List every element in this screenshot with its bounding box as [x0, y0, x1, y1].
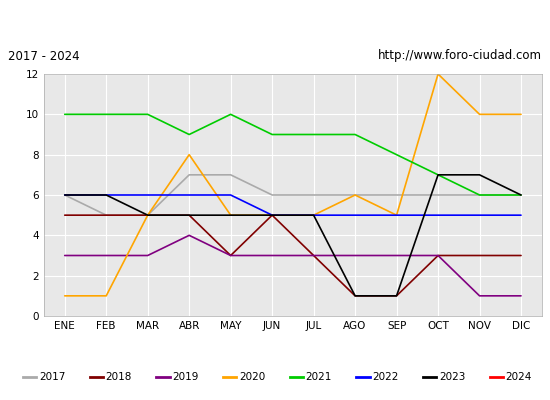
Text: http://www.foro-ciudad.com: http://www.foro-ciudad.com: [378, 50, 542, 62]
Text: 2019: 2019: [172, 372, 199, 382]
Text: 2017 - 2024: 2017 - 2024: [8, 50, 80, 62]
Text: 2018: 2018: [106, 372, 132, 382]
Text: Evolucion del paro registrado en Prats i Sansor: Evolucion del paro registrado en Prats i…: [96, 14, 454, 28]
Text: 2017: 2017: [39, 372, 65, 382]
Text: 2024: 2024: [506, 372, 532, 382]
Text: 2022: 2022: [372, 372, 399, 382]
Text: 2021: 2021: [306, 372, 332, 382]
Text: 2023: 2023: [439, 372, 465, 382]
Text: 2020: 2020: [239, 372, 265, 382]
